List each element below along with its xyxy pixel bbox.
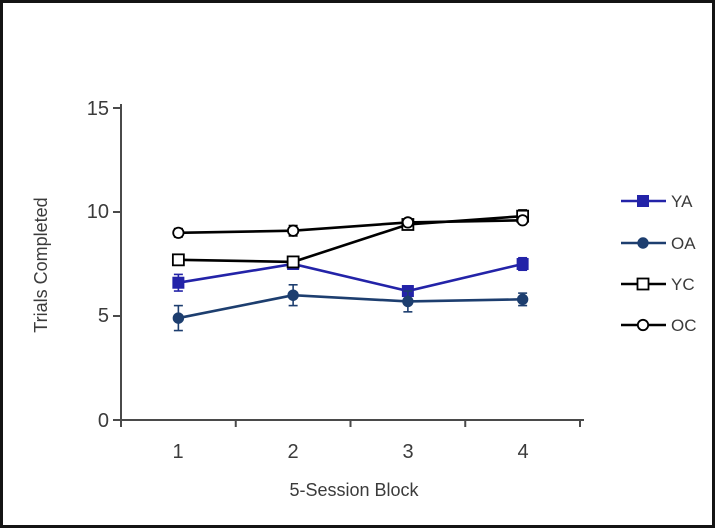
x-category-label-2: 2 <box>287 441 298 463</box>
marker-open-circle <box>636 318 650 332</box>
marker-filled-circle <box>402 295 414 308</box>
x-category-label-4: 4 <box>517 441 528 463</box>
legend-label-oc: OC <box>671 316 697 335</box>
series-line-ya <box>178 262 523 293</box>
marker-open-circle <box>172 226 185 239</box>
series-line-yc <box>178 214 523 264</box>
line-chart: 15 10 5 0 1 2 3 4 5-Session Block Trials… <box>31 98 697 500</box>
marker-open-square <box>636 277 650 291</box>
marker-filled-circle <box>287 289 299 301</box>
series-line-oc <box>178 219 523 235</box>
y-tick-label-15: 15 <box>87 98 109 120</box>
y-axis-title: Trials Completed <box>31 197 51 332</box>
y-tick-label-0: 0 <box>98 410 109 432</box>
marker-open-circle <box>401 216 414 229</box>
marker-filled-circle <box>516 293 529 306</box>
y-tick-label-5: 5 <box>98 305 109 327</box>
marker-filled-circle <box>172 312 185 324</box>
marker-open-circle <box>516 214 529 227</box>
marker-open-square <box>286 255 300 269</box>
marker-open-square <box>171 253 185 267</box>
marker-open-circle <box>287 224 300 237</box>
legend-label-ya: YA <box>671 192 693 211</box>
marker-filled-square <box>172 276 185 289</box>
y-tick-label-10: 10 <box>87 201 109 223</box>
marker-filled-circle <box>637 237 649 249</box>
x-category-label-1: 1 <box>172 441 183 463</box>
legend-label-yc: YC <box>671 275 695 294</box>
plot-area <box>113 104 666 427</box>
x-axis-title: 5-Session Block <box>289 480 419 500</box>
series-line-oa <box>178 293 523 320</box>
legend-label-oa: OA <box>671 234 696 253</box>
marker-filled-square <box>516 258 529 270</box>
marker-filled-square <box>637 195 649 207</box>
x-category-label-3: 3 <box>402 441 413 463</box>
